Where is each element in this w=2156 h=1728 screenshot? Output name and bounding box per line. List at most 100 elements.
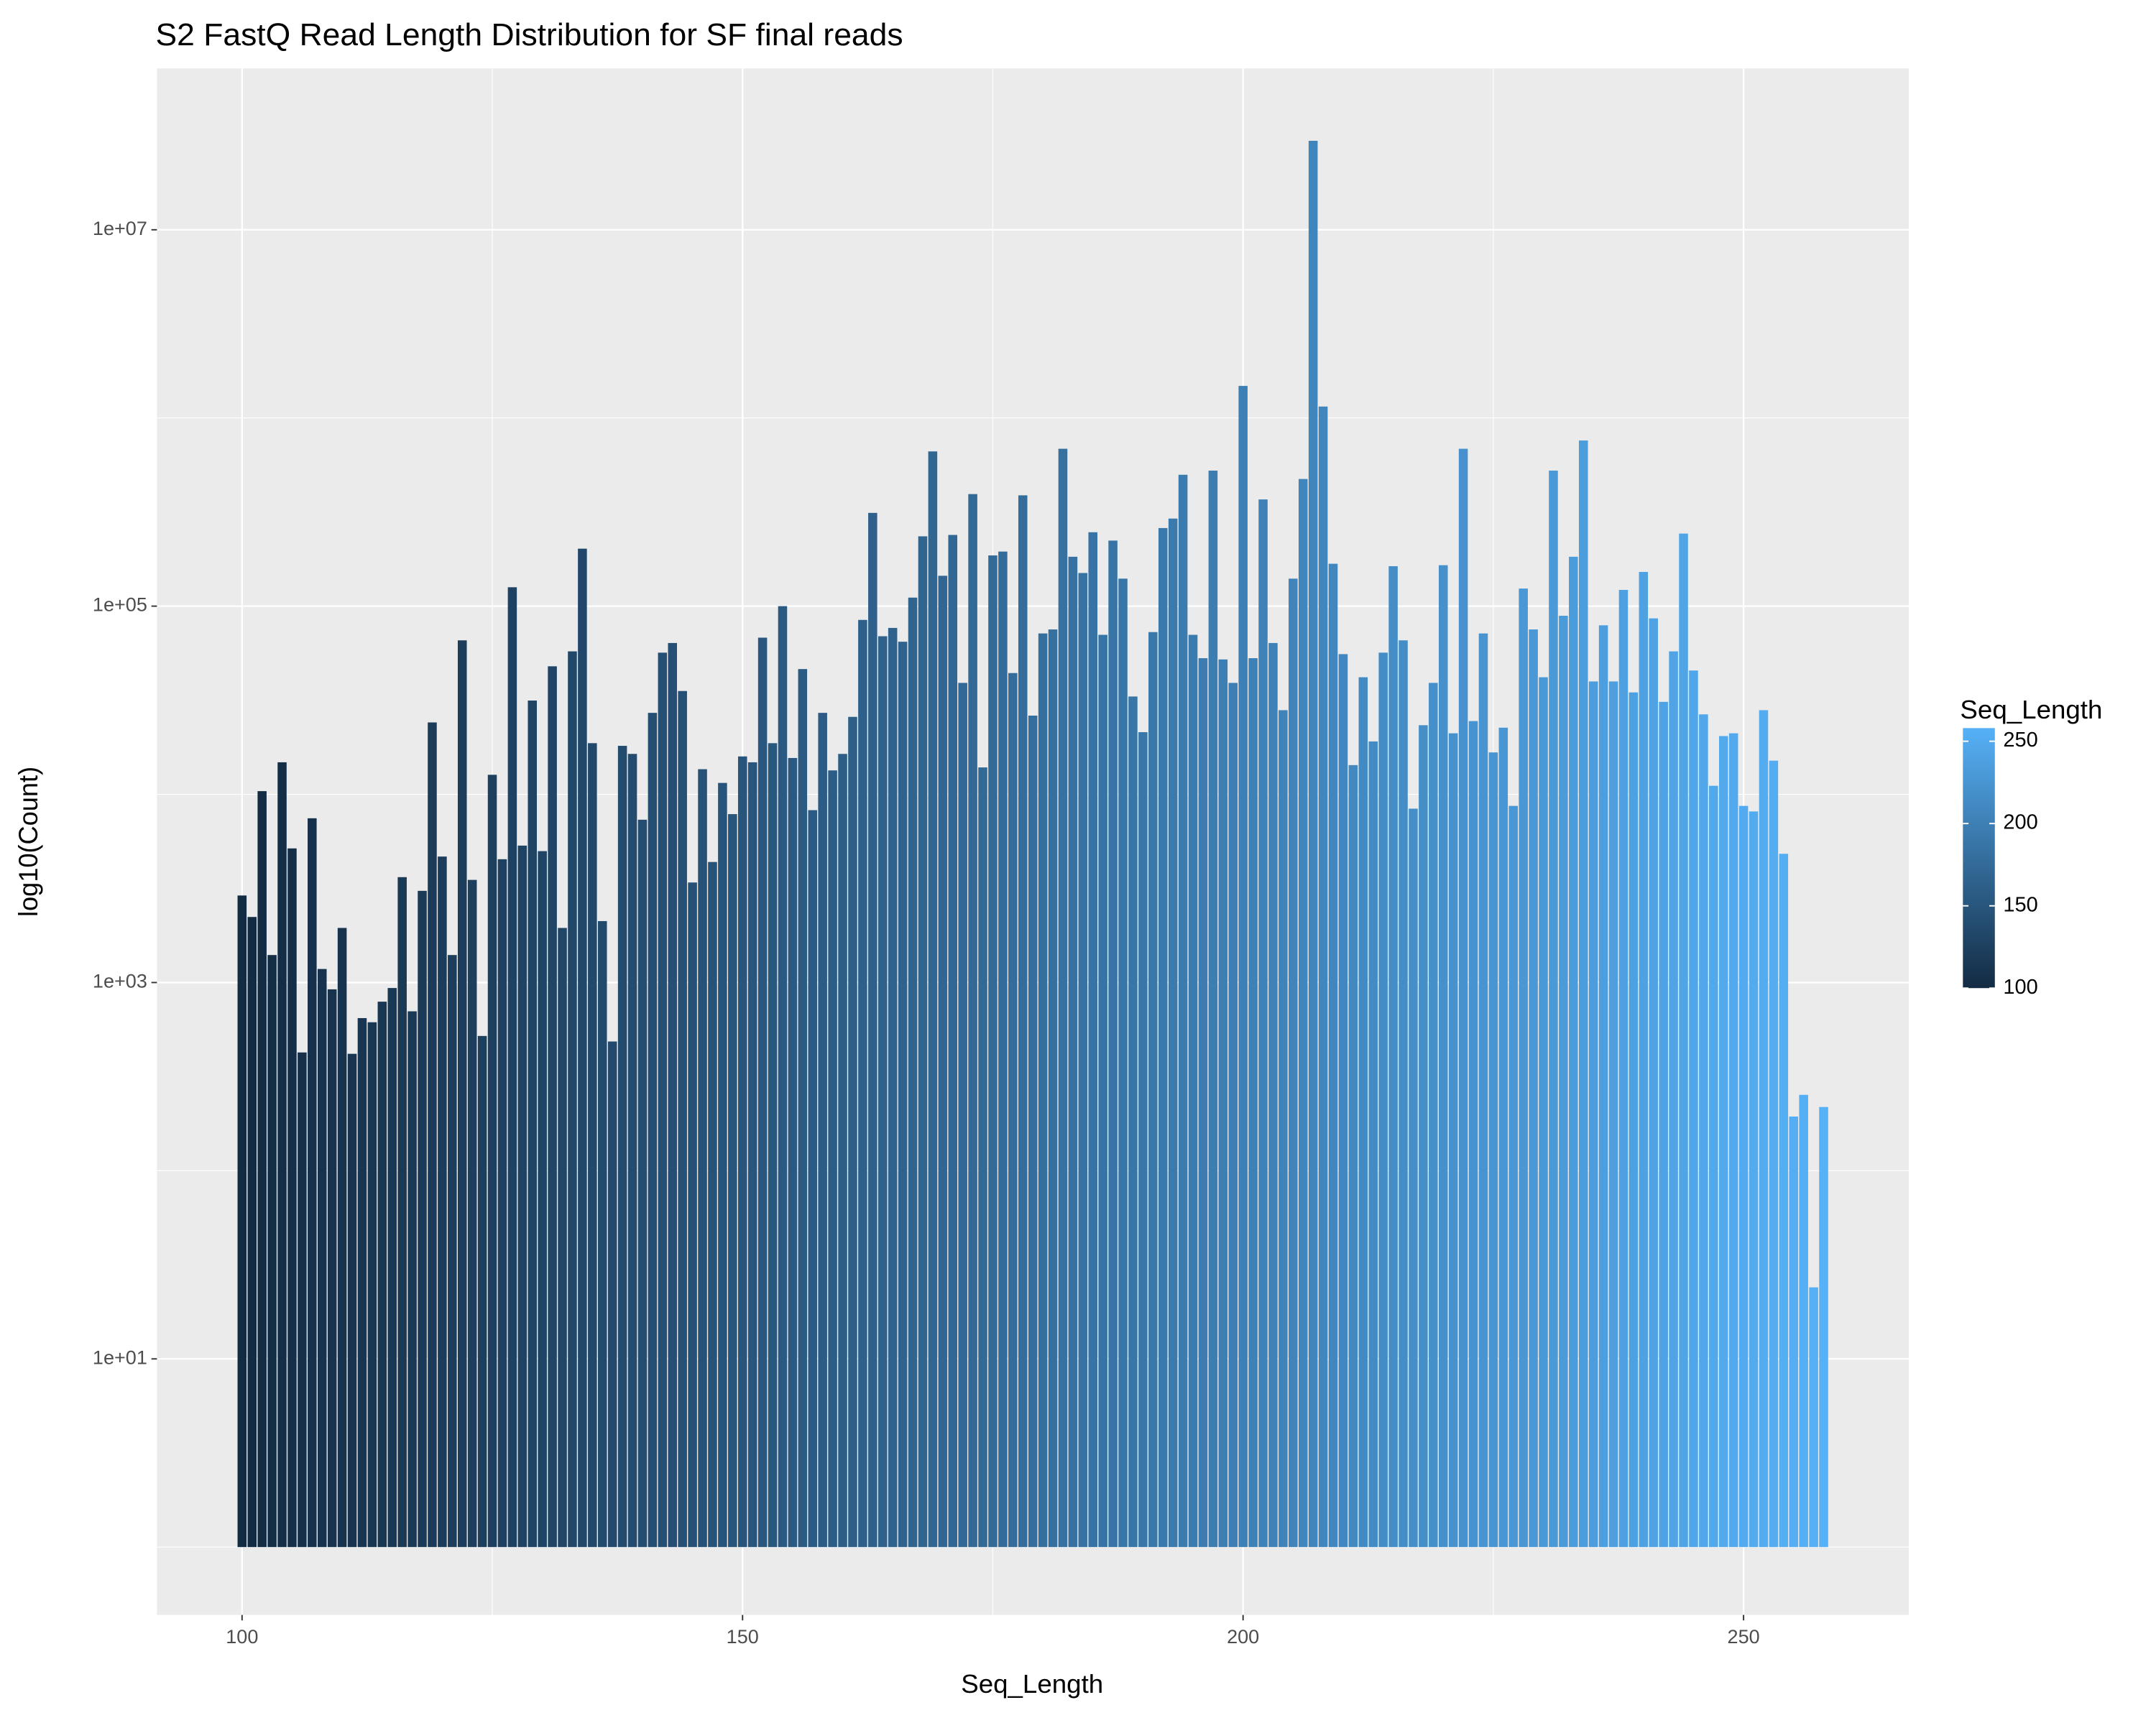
bar [858,619,867,1548]
bar [798,669,808,1548]
bar [517,845,528,1548]
bar [1578,440,1588,1548]
bar [428,722,437,1548]
y-tick-label: 1e+03 [93,971,147,992]
bar [928,451,938,1548]
bar [367,1022,377,1548]
bar [1158,527,1168,1548]
bar [1478,633,1488,1548]
bar [1028,715,1038,1548]
legend-title: Seq_Length [1960,695,2102,724]
y-tick-label: 1e+01 [93,1346,147,1368]
bar [978,767,987,1548]
bar [1598,625,1608,1548]
bar [1468,721,1478,1548]
bar [1148,632,1158,1548]
legend-label: 200 [2003,811,2037,834]
bar [658,652,668,1548]
bar [507,587,517,1548]
bar [1289,578,1298,1548]
bar [1539,677,1548,1548]
bar [607,1041,617,1548]
bar [1639,571,1649,1548]
bar [1819,1106,1828,1548]
bar [597,920,607,1548]
bar [1068,556,1078,1548]
bar [578,548,587,1548]
bar [1438,565,1448,1548]
bar [588,743,597,1548]
bar [1238,386,1248,1548]
bar [1699,714,1708,1548]
bar [728,814,737,1548]
bar [1358,677,1368,1548]
bar [1008,673,1018,1548]
bar [1088,532,1098,1548]
bar [1429,683,1438,1548]
legend-label: 150 [2003,893,2037,916]
bar [538,851,547,1548]
bar [467,879,477,1548]
bar [477,1035,487,1548]
bar [548,666,557,1548]
x-tick-label: 200 [1227,1626,1259,1648]
bar [1128,696,1138,1548]
bar [528,701,538,1548]
bar [1058,448,1068,1548]
bar [1188,634,1198,1548]
bar [918,536,928,1548]
bar [948,535,958,1548]
bar [317,969,327,1548]
bar [1308,140,1318,1548]
bar [1749,811,1759,1548]
bar [988,555,998,1548]
bar [998,551,1008,1548]
bar [397,877,407,1548]
bar [1779,854,1789,1548]
bar [1448,733,1458,1548]
chart-title: S2 FastQ Read Length Distribution for SF… [155,17,903,52]
bar [277,762,287,1548]
bar [1608,681,1618,1548]
bar [438,856,447,1548]
bar [788,757,798,1548]
bar [1348,764,1358,1548]
bar [1048,629,1058,1548]
bar [1279,710,1288,1548]
bar [448,955,457,1548]
bar [1588,681,1598,1548]
bar [877,636,888,1548]
bar [1218,659,1228,1548]
bar [958,683,967,1548]
bar [1248,658,1258,1548]
bar [298,1052,307,1548]
x-axis-label: Seq_Length [961,1669,1103,1699]
bar [407,1011,417,1548]
bar [818,713,827,1548]
bar [627,754,637,1548]
bar [1569,556,1578,1548]
bar [668,642,678,1548]
bar [1118,578,1128,1548]
bar [337,928,347,1548]
bar [237,895,247,1548]
colorbar [1963,728,1995,989]
bar [688,882,697,1548]
bar [308,818,317,1548]
bar [1659,701,1668,1548]
bar [1368,741,1378,1548]
bar [1178,474,1188,1548]
bar [1338,654,1348,1548]
bar [1628,692,1639,1548]
bar [1689,670,1698,1548]
legend-label: 250 [2003,729,2037,752]
bar [347,1053,357,1548]
bar [387,988,397,1548]
bar [1298,479,1308,1548]
bar [1098,634,1107,1548]
bar [698,769,707,1548]
bar [1419,725,1428,1548]
bar [1728,733,1738,1548]
